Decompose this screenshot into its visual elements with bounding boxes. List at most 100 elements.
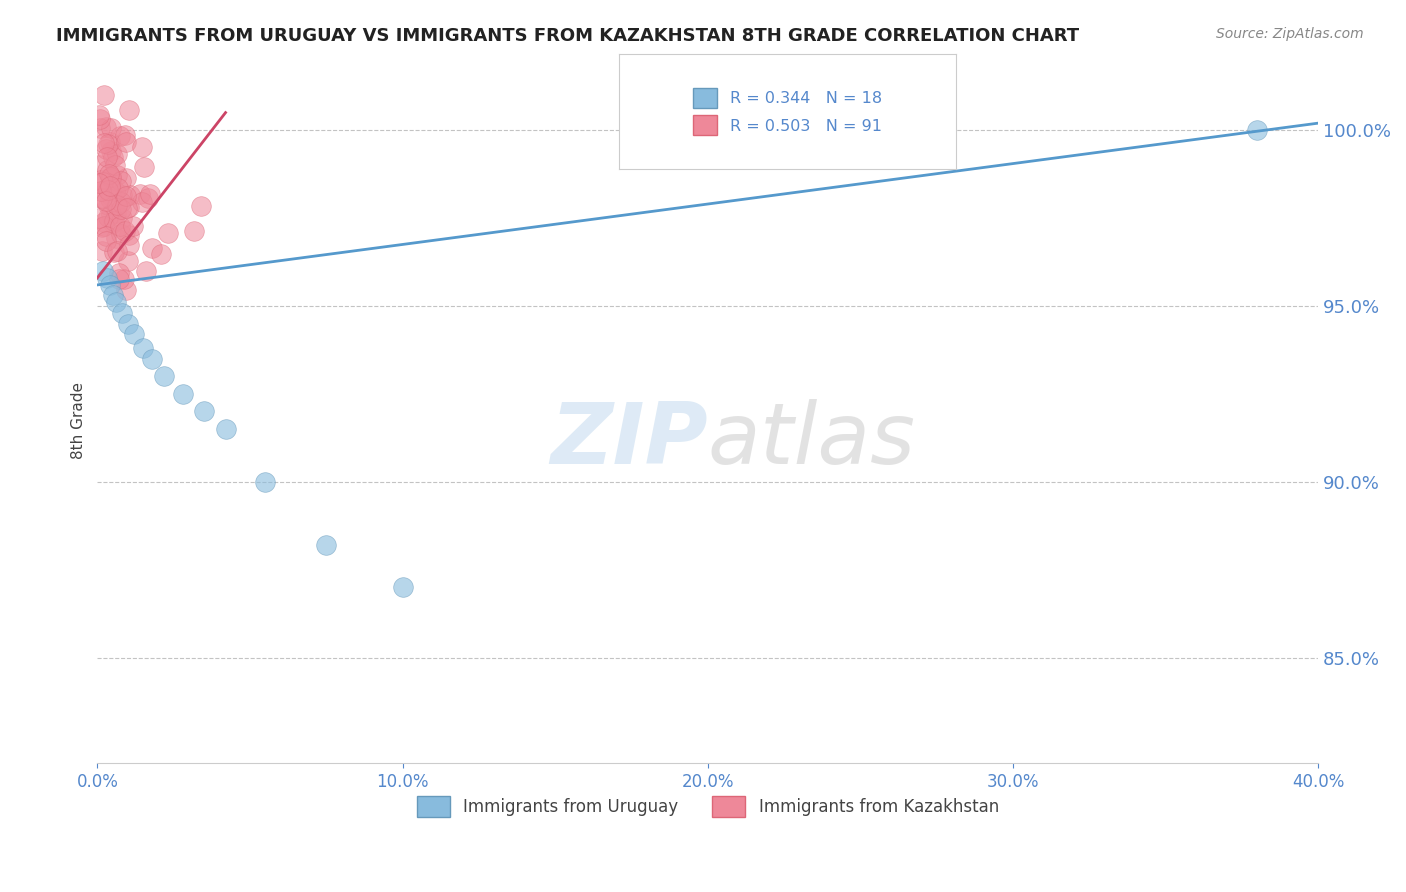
Point (97, 136, 120, 151)
Point (110, 128, 132, 143)
Point (90, 191, 112, 205)
Point (100, 145, 122, 159)
Point (103, 245, 125, 260)
Point (149, 246, 172, 260)
Legend: Immigrants from Uruguay, Immigrants from Kazakhstan: Immigrants from Uruguay, Immigrants from… (411, 789, 1005, 823)
Point (93, 136, 115, 150)
Point (105, 168, 128, 182)
Point (104, 158, 127, 172)
Point (100, 207, 122, 221)
Point (117, 254, 139, 268)
Point (118, 228, 141, 243)
Point (115, 201, 138, 215)
Point (96, 228, 118, 243)
Point (101, 288, 124, 302)
Point (91, 175, 114, 189)
Point (190, 199, 212, 213)
Point (98, 277, 121, 292)
Point (135, 264, 157, 278)
Point (98, 167, 121, 181)
Point (122, 327, 145, 342)
Text: atlas: atlas (707, 400, 915, 483)
Point (105, 147, 128, 161)
Point (107, 181, 129, 195)
Point (105, 244, 128, 259)
Point (111, 306, 134, 320)
Point (100, 172, 122, 186)
Point (111, 188, 134, 202)
Point (1246, 123, 1268, 137)
Point (118, 103, 141, 118)
Point (93, 215, 115, 229)
Point (97, 198, 120, 212)
Point (136, 191, 159, 205)
Point (90, 184, 112, 198)
Point (96, 271, 118, 285)
Point (89, 173, 111, 187)
Point (105, 197, 128, 211)
Point (89, 112, 111, 127)
Point (391, 580, 413, 594)
Point (100, 120, 122, 135)
Point (93, 88, 115, 103)
Point (87, 177, 110, 191)
Point (97, 211, 120, 225)
Point (172, 387, 194, 401)
Point (96, 150, 118, 164)
Point (89, 120, 111, 135)
Point (100, 189, 122, 203)
Point (104, 295, 127, 310)
Point (117, 200, 139, 214)
Point (93, 264, 115, 278)
Point (112, 272, 135, 286)
Point (110, 227, 132, 241)
Point (131, 140, 153, 154)
Point (214, 422, 236, 436)
Point (93, 219, 115, 234)
Point (96, 194, 118, 208)
Point (117, 317, 139, 331)
Point (104, 206, 127, 220)
Point (110, 174, 132, 188)
Point (103, 216, 125, 230)
Point (100, 169, 122, 184)
Point (98, 179, 121, 194)
Point (87, 158, 110, 172)
Point (103, 151, 125, 165)
Point (96, 163, 118, 178)
Point (89, 211, 111, 225)
Point (104, 184, 127, 198)
Point (118, 187, 141, 202)
Point (108, 272, 131, 286)
Point (103, 214, 125, 228)
Point (87, 108, 110, 122)
Point (115, 171, 138, 186)
Point (96, 234, 118, 248)
Text: ZIP: ZIP (550, 400, 707, 483)
Point (100, 169, 122, 184)
Point (91, 219, 114, 234)
Point (100, 192, 122, 206)
Point (183, 224, 205, 238)
Point (115, 135, 138, 149)
Point (131, 195, 153, 210)
Point (94, 142, 117, 156)
Point (118, 237, 141, 252)
Text: IMMIGRANTS FROM URUGUAY VS IMMIGRANTS FROM KAZAKHSTAN 8TH GRADE CORRELATION CHAR: IMMIGRANTS FROM URUGUAY VS IMMIGRANTS FR… (56, 27, 1080, 45)
Point (108, 219, 131, 233)
Point (114, 283, 136, 297)
Point (114, 224, 136, 238)
Point (254, 475, 277, 489)
Point (129, 187, 152, 202)
Point (96, 181, 118, 195)
Point (97, 183, 120, 197)
Point (315, 538, 337, 552)
Point (156, 227, 179, 241)
Y-axis label: 8th Grade: 8th Grade (72, 382, 86, 458)
Point (108, 266, 131, 280)
Point (89, 191, 111, 205)
Point (141, 241, 163, 255)
Point (132, 341, 155, 355)
Point (114, 128, 136, 142)
Point (111, 211, 134, 225)
